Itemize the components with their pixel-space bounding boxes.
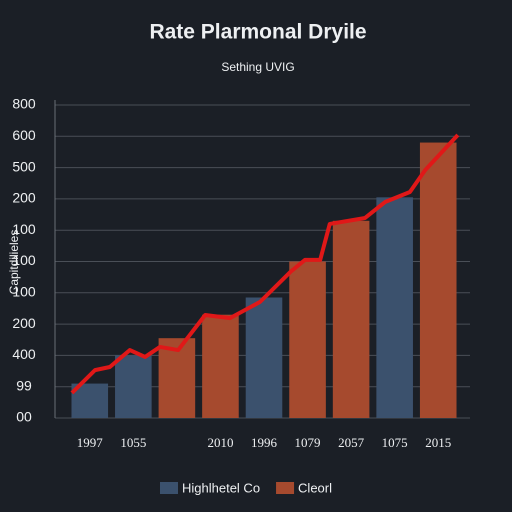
y-tick-label: 100 [12, 284, 36, 300]
x-tick-label: 2015 [425, 435, 451, 450]
bar [332, 220, 370, 418]
x-tick-label: 1997 [77, 435, 104, 450]
y-tick-label: 800 [12, 96, 36, 112]
bar [245, 297, 283, 418]
legend-swatch [276, 482, 295, 494]
chart-subtitle: Sething UVIG [221, 60, 294, 74]
legend-swatch [160, 482, 178, 494]
y-tick-label: 500 [12, 158, 36, 174]
y-tick-label: 100 [12, 252, 36, 268]
bar [202, 314, 239, 418]
chart-title: Rate Plarmonal Dryile [149, 21, 366, 44]
x-tick-label: 1996 [251, 435, 278, 450]
x-tick-label: 2010 [207, 435, 233, 450]
bar [289, 261, 326, 418]
bar [115, 355, 152, 418]
x-tick-label: 1075 [382, 435, 408, 450]
x-tick-label: 1079 [295, 435, 321, 450]
legend-label: Cleorl [298, 480, 332, 495]
y-tick-label: 99 [16, 377, 32, 393]
y-tick-label: 400 [12, 346, 36, 362]
bar [419, 142, 457, 418]
x-tick-label: 2057 [338, 435, 365, 450]
y-axis-label: Capitdilieles [7, 230, 21, 295]
y-tick-label: 100 [12, 221, 36, 237]
y-tick-label: 00 [16, 409, 32, 425]
y-tick-label: 600 [12, 127, 36, 143]
x-tick-label: 1055 [120, 435, 146, 450]
y-tick-label: 200 [12, 315, 36, 331]
trend-line [70, 133, 460, 395]
y-tick-label: 200 [12, 190, 36, 206]
legend-label: Highlhetel Co [182, 480, 260, 495]
bar [376, 197, 413, 418]
